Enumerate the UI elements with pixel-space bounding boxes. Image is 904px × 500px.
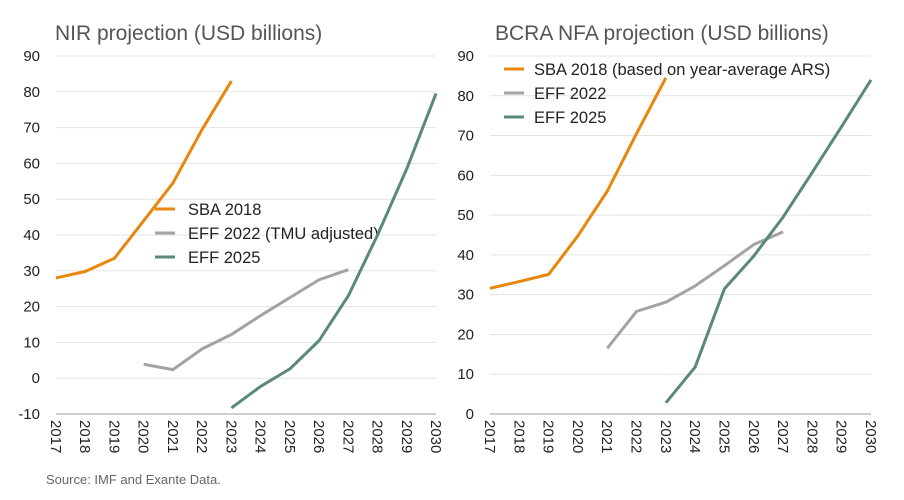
y-tick-label: 10 [23, 334, 40, 351]
y-tick-label: 30 [457, 287, 474, 304]
x-tick-label: 2019 [105, 420, 122, 453]
chart-panel-1: NIR projection (USD billions)-1001020304… [18, 22, 444, 453]
x-tick-label: 2027 [339, 420, 356, 453]
x-tick-label: 2030 [427, 420, 444, 453]
x-tick-label: 2019 [540, 420, 557, 453]
x-tick-label: 2021 [598, 420, 615, 453]
legend-label: EFF 2022 [534, 85, 606, 103]
x-tick-label: 2021 [164, 420, 181, 453]
series-line-eff-2025 [230, 93, 438, 410]
x-tick-label: 2024 [686, 420, 703, 453]
y-tick-label: 60 [457, 167, 474, 184]
y-tick-label: 40 [457, 247, 474, 264]
series-line-eff-2025 [664, 79, 873, 404]
y-tick-label: 80 [23, 84, 40, 101]
x-tick-label: 2028 [803, 420, 820, 453]
y-tick-label: 50 [457, 207, 474, 224]
y-tick-label: 0 [32, 370, 40, 387]
series-line-eff-2022-tmu-adjusted- [143, 268, 349, 372]
x-tick-label: 2022 [193, 420, 210, 453]
x-tick-label: 2029 [833, 420, 850, 453]
x-tick-label: 2018 [510, 420, 527, 453]
chart-title: BCRA NFA projection (USD billions) [495, 22, 829, 45]
x-tick-label: 2029 [398, 420, 415, 453]
x-tick-label: 2020 [135, 420, 152, 453]
x-tick-label: 2023 [222, 420, 239, 453]
legend-label: EFF 2025 [534, 109, 606, 127]
legend-label: SBA 2018 [188, 201, 261, 219]
series-line-sba-2018-based-on-year-average-ars- [489, 77, 668, 290]
y-tick-label: -10 [18, 406, 40, 423]
y-tick-label: 20 [23, 299, 40, 316]
y-tick-label: 60 [23, 155, 40, 172]
x-tick-label: 2026 [310, 420, 327, 453]
x-tick-label: 2018 [76, 420, 93, 453]
y-tick-label: 90 [457, 48, 474, 65]
x-tick-label: 2017 [47, 420, 64, 453]
x-tick-label: 2020 [569, 420, 586, 453]
legend-label: EFF 2025 [188, 249, 260, 267]
y-tick-label: 90 [23, 48, 40, 65]
chart-panel-2: BCRA NFA projection (USD billions)010203… [457, 22, 879, 453]
y-tick-label: 0 [466, 406, 474, 423]
y-tick-label: 80 [457, 88, 474, 105]
x-tick-label: 2025 [281, 420, 298, 453]
x-tick-label: 2027 [774, 420, 791, 453]
x-tick-label: 2026 [745, 420, 762, 453]
x-tick-label: 2025 [715, 420, 732, 453]
series-line-eff-2022 [606, 230, 784, 350]
chart-title: NIR projection (USD billions) [55, 22, 322, 45]
y-tick-label: 10 [457, 366, 474, 383]
x-tick-label: 2022 [628, 420, 645, 453]
series-line-sba-2018 [55, 80, 233, 280]
x-tick-label: 2024 [252, 420, 269, 453]
source-note: Source: IMF and Exante Data. [46, 472, 221, 487]
y-tick-label: 40 [23, 227, 40, 244]
y-tick-label: 20 [457, 326, 474, 343]
y-tick-label: 70 [23, 120, 40, 137]
x-tick-label: 2023 [657, 420, 674, 453]
x-tick-label: 2030 [862, 420, 879, 453]
legend-label: EFF 2022 (TMU adjusted) [188, 225, 379, 243]
x-tick-label: 2028 [369, 420, 386, 453]
y-tick-label: 50 [23, 191, 40, 208]
x-tick-label: 2017 [481, 420, 498, 453]
legend-label: SBA 2018 (based on year-average ARS) [534, 61, 830, 79]
y-tick-label: 70 [457, 128, 474, 145]
y-tick-label: 30 [23, 263, 40, 280]
